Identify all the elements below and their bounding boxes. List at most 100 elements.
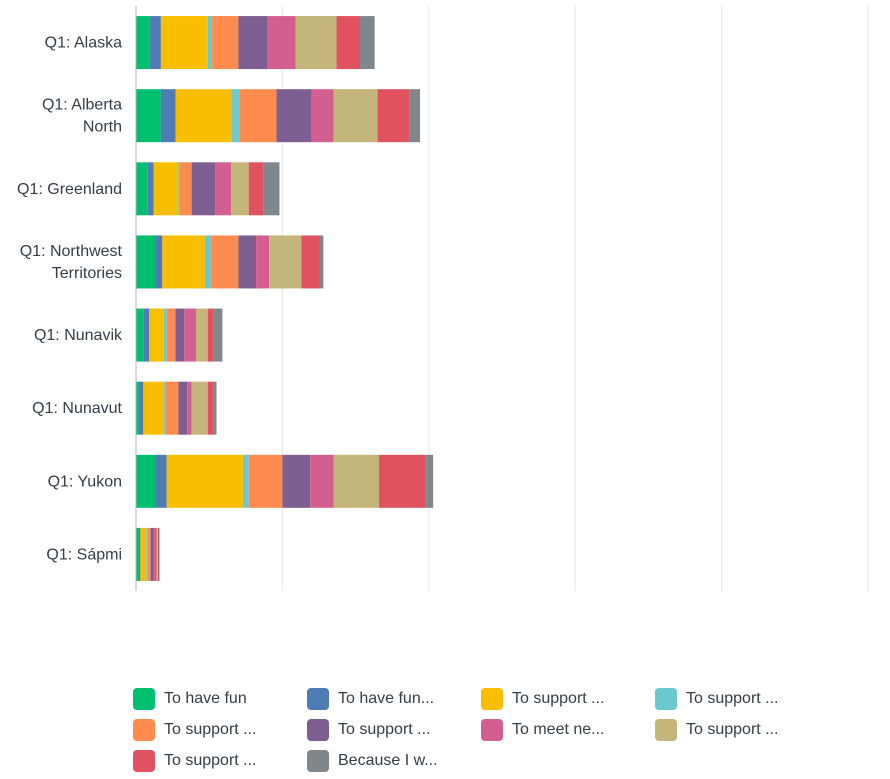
category-label: Q1: Nunavut <box>32 400 122 417</box>
bar-segment[interactable] <box>138 381 144 435</box>
legend-swatch <box>655 688 677 710</box>
bar-segment[interactable] <box>379 454 426 508</box>
bar-segment[interactable] <box>162 235 205 289</box>
bar-segment[interactable] <box>147 527 151 581</box>
bar-segment[interactable] <box>175 89 232 143</box>
legend-swatch <box>307 750 329 772</box>
bar-segment[interactable] <box>248 454 283 508</box>
bar-segment[interactable] <box>359 16 375 70</box>
bar-segment[interactable] <box>146 527 148 581</box>
bar-segment[interactable] <box>150 527 154 581</box>
bar-segment[interactable] <box>256 235 270 289</box>
bar-segment[interactable] <box>242 454 249 508</box>
bar-segment[interactable] <box>165 381 179 435</box>
bar-segment[interactable] <box>207 381 214 435</box>
bar-segment[interactable] <box>238 16 268 70</box>
legend-item[interactable]: Because I w... <box>307 750 481 772</box>
bar-segment[interactable] <box>156 527 158 581</box>
bar-segment[interactable] <box>166 454 243 508</box>
bar-segment[interactable] <box>155 454 167 508</box>
bar-segment[interactable] <box>204 235 211 289</box>
bar-segment[interactable] <box>333 89 378 143</box>
bar-segment[interactable] <box>191 381 208 435</box>
bar-segment[interactable] <box>213 381 217 435</box>
bar-segment[interactable] <box>207 16 213 70</box>
category-label: Q1: Nunavik <box>34 327 123 344</box>
legend-item[interactable]: To meet ne... <box>481 719 655 741</box>
bar-segment[interactable] <box>239 89 277 143</box>
bar-segment[interactable] <box>136 454 156 508</box>
bar-segment[interactable] <box>311 89 334 143</box>
bar-segment[interactable] <box>136 527 139 581</box>
legend-item[interactable]: To support ... <box>133 719 307 741</box>
legend-swatch <box>481 719 503 741</box>
legend-item[interactable]: To have fun... <box>307 688 481 710</box>
bar-segment[interactable] <box>409 89 421 143</box>
bar-segment[interactable] <box>149 308 164 362</box>
bar-segment[interactable] <box>238 235 257 289</box>
legend-label: To support ... <box>164 752 257 769</box>
bar-segment[interactable] <box>138 527 141 581</box>
bar-segment[interactable] <box>157 527 160 581</box>
bar-segment[interactable] <box>212 16 239 70</box>
bar-segment[interactable] <box>179 162 192 216</box>
bar-segment[interactable] <box>136 381 139 435</box>
bar-segment[interactable] <box>333 454 380 508</box>
legend-item[interactable]: To support ... <box>481 688 655 710</box>
bar-segment[interactable] <box>425 454 434 508</box>
legend-label: To support ... <box>164 721 257 738</box>
bar-segment[interactable] <box>231 89 240 143</box>
bar-segment[interactable] <box>248 162 264 216</box>
bar-segment[interactable] <box>136 89 161 143</box>
bar-segment[interactable] <box>295 16 337 70</box>
bar-segment[interactable] <box>153 527 157 581</box>
bar-segment[interactable] <box>191 162 216 216</box>
bar-segment[interactable] <box>377 89 410 143</box>
bar-segment[interactable] <box>140 527 147 581</box>
legend-item[interactable]: To support ... <box>655 719 829 741</box>
bar-segment[interactable] <box>143 381 164 435</box>
bar-segment[interactable] <box>215 162 232 216</box>
bar-segment[interactable] <box>155 235 163 289</box>
bar-segment[interactable] <box>213 308 223 362</box>
legend-item[interactable]: To support ... <box>133 750 307 772</box>
bar-segment[interactable] <box>166 308 176 362</box>
bar-segment[interactable] <box>267 16 296 70</box>
bar-segment[interactable] <box>196 308 208 362</box>
bar-segment[interactable] <box>153 162 179 216</box>
bar-segment[interactable] <box>149 16 161 70</box>
legend-label: To support ... <box>686 690 779 707</box>
bar-segment[interactable] <box>147 162 154 216</box>
category-label: Q1: Yukon <box>48 473 122 490</box>
bar-segment[interactable] <box>178 162 180 216</box>
bar-segment[interactable] <box>336 16 360 70</box>
bar-segment[interactable] <box>187 381 192 435</box>
bar-segment[interactable] <box>319 235 324 289</box>
bar-segment[interactable] <box>184 308 197 362</box>
category-label: Q1: Greenland <box>17 181 122 198</box>
bar-segment[interactable] <box>136 308 144 362</box>
bar-segment[interactable] <box>163 381 166 435</box>
bar-segment[interactable] <box>276 89 312 143</box>
bar-segment[interactable] <box>282 454 311 508</box>
bar-segment[interactable] <box>210 235 239 289</box>
legend-item[interactable]: To support ... <box>655 688 829 710</box>
bar-segment[interactable] <box>263 162 280 216</box>
bar-segment[interactable] <box>301 235 319 289</box>
bar-segment[interactable] <box>310 454 334 508</box>
legend-item[interactable]: To have fun <box>133 688 307 710</box>
legend-item[interactable]: To support ... <box>307 719 481 741</box>
legend-swatch <box>481 688 503 710</box>
bar-segment[interactable] <box>207 308 214 362</box>
bar-segment[interactable] <box>136 235 156 289</box>
bar-segment[interactable] <box>175 308 185 362</box>
bar-segment[interactable] <box>136 16 150 70</box>
bar-segment[interactable] <box>160 89 176 143</box>
bar-segment[interactable] <box>160 16 208 70</box>
bar-segment[interactable] <box>136 162 148 216</box>
bar-segment[interactable] <box>269 235 302 289</box>
bar-segment[interactable] <box>143 308 150 362</box>
bar-segment[interactable] <box>163 308 167 362</box>
bar-segment[interactable] <box>231 162 249 216</box>
bar-segment[interactable] <box>178 381 188 435</box>
